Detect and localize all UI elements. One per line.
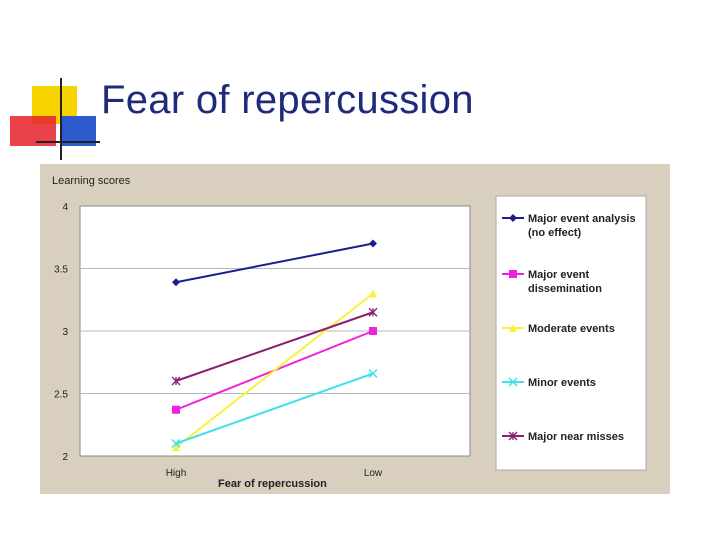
data-point-marker	[369, 239, 377, 248]
x-axis-label: Fear of repercussion	[218, 478, 327, 490]
slide-title: Fear of repercussion	[101, 78, 474, 122]
series-minor-events	[171, 368, 378, 449]
legend-item: Major event analysis (no effect)	[502, 213, 636, 239]
slide-decoration	[10, 78, 100, 160]
data-point-marker	[368, 368, 378, 379]
series-line	[175, 372, 374, 445]
series-major-event-analysis-no-effect	[172, 239, 377, 287]
data-point-marker	[172, 405, 180, 414]
chart-panel: 2 2.5 3 3.5 4 High Low Learning scores Fear o…	[40, 164, 670, 494]
data-point-marker	[508, 377, 518, 387]
legend-label: Moderate events	[528, 323, 615, 335]
data-point-marker	[508, 431, 518, 441]
legend-label: Major near misses	[528, 431, 624, 443]
data-point-marker	[172, 443, 180, 452]
series-line	[175, 292, 374, 449]
legend: Major event analysis(no effect)Major eve…	[502, 213, 636, 443]
legend-label: dissemination	[528, 283, 602, 295]
series-line	[175, 242, 374, 284]
x-tick-labels: High Low	[166, 468, 383, 479]
series-group	[171, 239, 378, 452]
legend-item: Major near misses	[502, 431, 624, 443]
data-point-marker	[172, 278, 180, 287]
data-point-marker	[509, 324, 517, 332]
line-chart: 2 2.5 3 3.5 4 High Low Learning scores Fear o…	[52, 175, 647, 490]
data-point-marker	[171, 438, 181, 449]
legend-label: Major event analysis	[528, 213, 636, 225]
series-line	[175, 311, 374, 382]
legend-item: Minor events	[502, 377, 596, 389]
series-moderate-events	[172, 289, 377, 452]
series-major-near-misses	[171, 307, 378, 386]
chart-title: Learning scores	[52, 175, 131, 187]
data-point-marker	[369, 289, 377, 298]
y-tick-label: 2	[62, 452, 68, 463]
x-tick-label: High	[166, 468, 187, 479]
data-point-marker	[509, 270, 517, 278]
legend-label: Minor events	[528, 377, 596, 389]
legend-item: Major event dissemination	[502, 269, 602, 295]
data-point-marker	[369, 327, 377, 335]
data-point-marker	[171, 376, 181, 386]
y-tick-label: 3.5	[54, 265, 68, 276]
legend-label: (no effect)	[528, 227, 582, 239]
y-tick-label: 4	[62, 202, 68, 213]
y-tick-label: 3	[62, 327, 68, 338]
data-point-marker	[368, 307, 378, 317]
x-tick-label: Low	[364, 468, 383, 479]
y-tick-labels: 2 2.5 3 3.5 4	[54, 202, 68, 463]
gridlines	[80, 268, 470, 394]
y-tick-label: 2.5	[54, 390, 68, 401]
data-point-marker	[509, 214, 517, 222]
legend-item: Moderate events	[502, 323, 615, 335]
legend-label: Major event	[528, 269, 589, 281]
legend-box	[495, 195, 647, 471]
